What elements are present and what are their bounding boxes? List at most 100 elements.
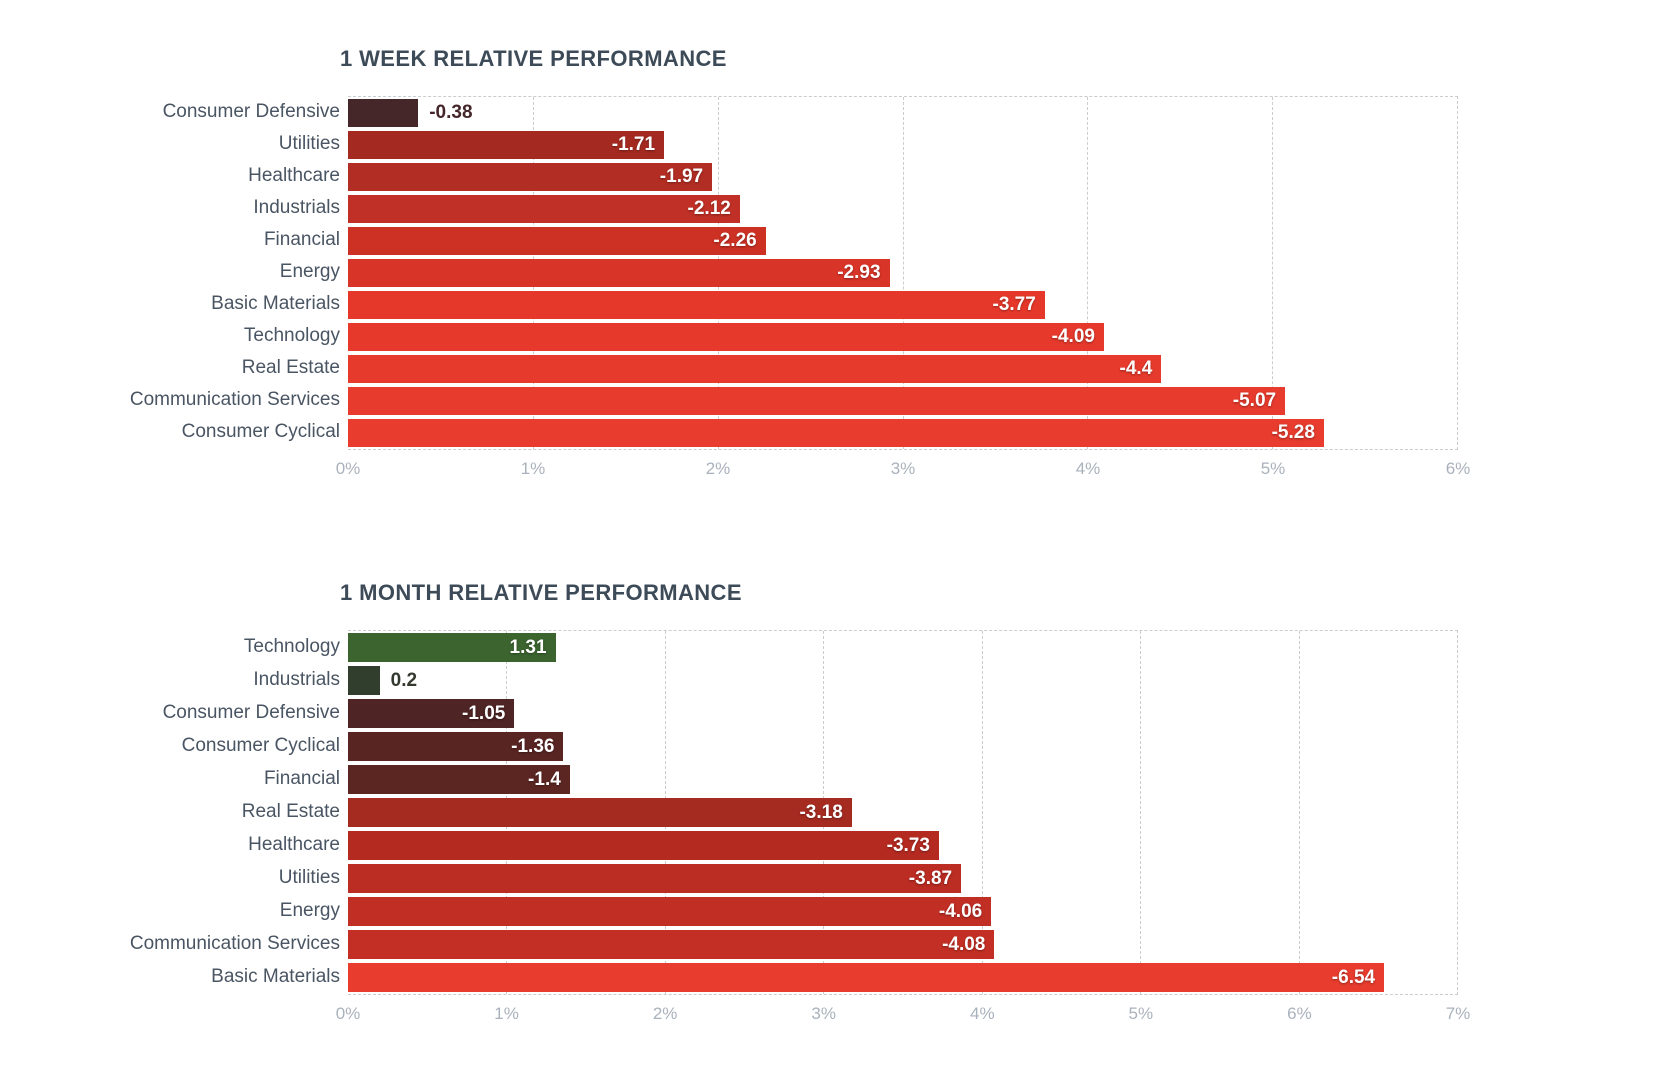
category-label: Consumer Cyclical xyxy=(181,734,340,756)
category-label: Consumer Cyclical xyxy=(181,421,340,442)
axis-tick-label: 3% xyxy=(811,1004,836,1023)
bar: -3.87 xyxy=(348,864,962,893)
bar-value-label: 1.31 xyxy=(509,636,547,658)
value-axis: 0% 1% 2% 3% 4% 5% 6% 7% xyxy=(336,995,1471,1029)
bar-series: 1.31 0.2 -1.05 -1.36 -1.4 -3.18 -3.73 -3.87 -4.0… xyxy=(348,631,1457,994)
axis-tick-label: 0% xyxy=(335,1004,361,1023)
bar-row: -1.4 xyxy=(348,763,1457,796)
bar: -4.08 xyxy=(348,930,995,959)
bar: -2.12 xyxy=(348,195,740,223)
axis-tick-label: 6% xyxy=(1287,1004,1312,1023)
chart-title: 1 MONTH RELATIVE PERFORMANCE xyxy=(340,580,742,605)
chart-body: Consumer Defensive Utilities Healthcare Ind… xyxy=(10,96,1670,450)
bar: -1.97 xyxy=(348,163,713,191)
bar-value-label: -3.73 xyxy=(886,834,930,856)
bar: -4.4 xyxy=(348,355,1162,383)
category-label: Consumer Defensive xyxy=(162,101,340,122)
category-label: Healthcare xyxy=(248,165,340,186)
gridline xyxy=(1298,631,1300,994)
gridline xyxy=(1272,97,1274,449)
category-label: Communication Services xyxy=(129,389,340,410)
plot-area: 1.31 0.2 -1.05 -1.36 -1.4 -3.18 -3.73 -3.87 -4.0… xyxy=(348,630,1458,995)
bar: 0.2 xyxy=(348,666,417,695)
bar-row: -1.36 xyxy=(348,730,1457,763)
bar-row: -4.08 xyxy=(348,928,1457,961)
bar: -4.09 xyxy=(348,323,1104,351)
bar-value-label: -0.38 xyxy=(429,102,473,123)
category-label: Real Estate xyxy=(241,800,340,822)
value-axis: 0% 1% 2% 3% 4% 5% 6% xyxy=(336,450,1471,484)
axis-tick-label: 2% xyxy=(705,459,731,478)
bar-value-label: -4.09 xyxy=(1051,326,1095,347)
bar: -1.71 xyxy=(348,131,665,159)
bar: -1.05 xyxy=(348,699,515,728)
category-axis: Technology Industrials Consumer Defensive C… xyxy=(10,630,340,995)
category-label: Industrials xyxy=(253,668,340,690)
category-label: Financial xyxy=(263,767,340,789)
bar: -1.4 xyxy=(348,765,570,794)
bar-value-label: -4.08 xyxy=(942,933,986,955)
bar-value-label: -5.07 xyxy=(1232,390,1277,411)
bar-row: -5.07 xyxy=(348,385,1457,417)
one-month-performance-chart: 1 MONTH RELATIVE PERFORMANCE Technology I… xyxy=(10,580,1670,1029)
bar-row: -4.09 xyxy=(348,321,1457,353)
gridline xyxy=(1087,97,1089,449)
bar-row: -1.05 xyxy=(348,697,1457,730)
bar-value-label: -4.06 xyxy=(938,900,983,922)
bar-row: -5.28 xyxy=(348,417,1457,449)
gridline xyxy=(1140,631,1142,994)
bar: -5.28 xyxy=(348,419,1324,447)
bar-value-label: -1.05 xyxy=(462,702,506,724)
category-label: Energy xyxy=(279,261,340,282)
bar-row: -2.12 xyxy=(348,193,1457,225)
chart-title: 1 WEEK RELATIVE PERFORMANCE xyxy=(340,46,727,71)
bar-value-label: -6.54 xyxy=(1331,966,1376,988)
axis-tick-label: 4% xyxy=(1075,459,1101,478)
bar-row: -2.26 xyxy=(348,225,1457,257)
bar-value-label: -1.71 xyxy=(611,134,656,155)
bar: -5.07 xyxy=(348,387,1286,415)
bar-row: -3.18 xyxy=(348,796,1457,829)
bar-value-label: -5.28 xyxy=(1271,422,1315,443)
bar-value-label: -4.4 xyxy=(1119,358,1153,379)
category-label: Utilities xyxy=(278,133,340,154)
category-label: Consumer Defensive xyxy=(162,701,340,723)
bar-value-label: -2.26 xyxy=(713,230,757,251)
category-label: Technology xyxy=(243,325,340,346)
axis-tick-label: 3% xyxy=(890,459,916,478)
bar-row: -3.77 xyxy=(348,289,1457,321)
bar-row: -4.06 xyxy=(348,895,1457,928)
category-label: Basic Materials xyxy=(211,293,340,314)
bar: -3.18 xyxy=(348,798,852,827)
one-week-performance-chart: 1 WEEK RELATIVE PERFORMANCE Consumer Def… xyxy=(10,46,1670,484)
axis-tick-label: 5% xyxy=(1260,459,1286,478)
category-label: Utilities xyxy=(278,866,340,888)
bar-value-label: -3.87 xyxy=(908,867,953,889)
axis-tick-label: 0% xyxy=(335,459,361,478)
bar: -2.93 xyxy=(348,259,890,287)
axis-tick-label: 5% xyxy=(1128,1004,1154,1023)
bar: -2.26 xyxy=(348,227,766,255)
bar-value-label: -1.4 xyxy=(528,768,561,790)
axis-tick-label: 1% xyxy=(520,459,546,478)
bar: -4.06 xyxy=(348,897,992,926)
category-label: Communication Services xyxy=(129,932,340,954)
bar-value-label: -2.12 xyxy=(687,198,731,219)
category-label: Real Estate xyxy=(241,357,340,378)
axis-tick-label: 7% xyxy=(1445,1004,1471,1023)
bar-value-label: -2.93 xyxy=(837,262,881,283)
bar-value-label: -3.18 xyxy=(799,801,843,823)
bar-row: -6.54 xyxy=(348,961,1457,994)
bar: 1.31 xyxy=(348,633,556,662)
category-label: Industrials xyxy=(253,197,340,218)
bar-row: -4.4 xyxy=(348,353,1457,385)
bar-row: 1.31 xyxy=(348,631,1457,664)
bar-value-label: -1.36 xyxy=(511,735,555,757)
bar-row: -1.97 xyxy=(348,161,1457,193)
bar-row: -3.73 xyxy=(348,829,1457,862)
axis-tick-label: 1% xyxy=(494,1004,519,1023)
bar: -3.77 xyxy=(348,291,1045,319)
bar: -3.73 xyxy=(348,831,939,860)
bar-row: -2.93 xyxy=(348,257,1457,289)
